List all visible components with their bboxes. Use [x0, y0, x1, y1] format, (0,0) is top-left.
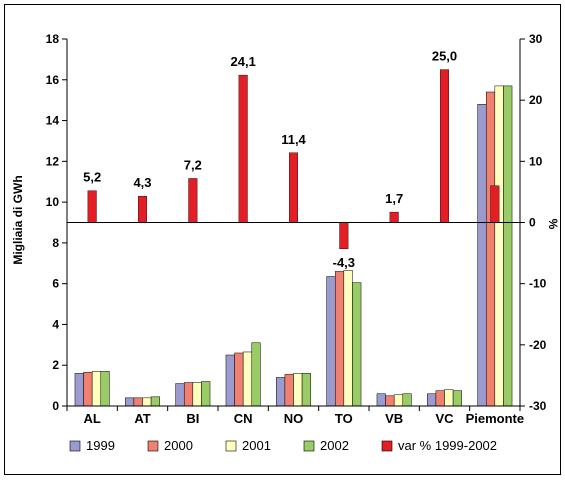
bar-1999-BI: [175, 383, 185, 407]
bar-2002-NO: [301, 373, 311, 407]
x-tick-label-TO: TO: [335, 411, 353, 426]
y-tick-label: 8: [52, 236, 59, 250]
legend: 1999 2000 2001 2002 var % 1999-2002: [69, 438, 497, 453]
legend-label-3: 2001: [242, 438, 271, 453]
bar-2000-CN: [234, 352, 244, 407]
legend-swatch-1: [69, 440, 81, 452]
data-label-CN: 24,1: [231, 54, 256, 69]
bar-var-BI: [188, 178, 198, 223]
y-tick-label: 6: [52, 277, 59, 291]
chart-frame: 0 2 4 6 8 10 12 14 16 18 -30 -20 -10 0 10 20 30 AL AT BI CN N…: [4, 4, 561, 475]
legend-label-1: 1999: [86, 438, 115, 453]
x-tick-label-AL: AL: [83, 411, 100, 426]
bar-2002-Piemonte: [503, 85, 513, 407]
axes-layer: 0 2 4 6 8 10 12 14 16 18 -30 -20 -10 0 10 20 30 AL AT BI CN N…: [46, 32, 547, 426]
y2-tick-label: -10: [529, 277, 547, 291]
bar-var-AT: [137, 195, 147, 223]
bar-1999-TO: [326, 276, 336, 407]
bar-2002-VC: [452, 390, 462, 407]
bar-2001-VB: [393, 394, 404, 407]
y2-tick-label: -30: [529, 399, 547, 413]
y2-tick-label: 10: [529, 154, 543, 168]
bar-var-Piemonte: [490, 185, 500, 223]
bar-2002-AT: [150, 396, 160, 407]
data-label-TO: -4,3: [333, 255, 355, 270]
y-tick-label: 16: [46, 73, 60, 87]
data-label-VC: 25,0: [432, 49, 457, 64]
legend-swatch-2: [147, 440, 159, 452]
y2-tick-label: -20: [529, 338, 547, 352]
x-tick-label-NO: NO: [284, 411, 304, 426]
y-tick-label: 10: [46, 195, 60, 209]
legend-label-4: 2002: [320, 438, 349, 453]
bar-2002-AL: [100, 371, 110, 407]
bar-2001-AL: [91, 371, 102, 407]
bar-2001-NO: [293, 373, 303, 407]
data-label-AT: 4,3: [133, 175, 151, 190]
bar-var-VC: [440, 69, 450, 223]
y-axis-title: Migliaia di GWh: [11, 175, 25, 264]
bar-var-CN: [238, 74, 248, 223]
legend-label-5: var % 1999-2002: [398, 438, 497, 453]
bar-2000-VC: [435, 390, 445, 407]
x-tick-label-CN: CN: [234, 411, 253, 426]
bar-1999-VB: [376, 393, 386, 407]
bar-2002-BI: [201, 381, 211, 407]
bar-2000-TO: [334, 271, 345, 407]
legend-label-2: 2000: [164, 438, 193, 453]
bar-1999-NO: [276, 377, 286, 407]
y2-tick-label: 0: [529, 216, 536, 230]
data-label-NO: 11,4: [281, 132, 306, 147]
bar-1999-Piemonte: [477, 103, 487, 407]
x-tick-label-Piemonte: Piemonte: [466, 411, 525, 426]
data-label-AL: 5,2: [83, 170, 101, 185]
y-tick-label: 12: [46, 154, 60, 168]
bar-2000-Piemonte: [485, 91, 496, 407]
y-tick-label: 4: [52, 317, 59, 331]
bar-2000-AL: [83, 372, 93, 407]
x-tick-label-AT: AT: [134, 411, 150, 426]
y-tick-label: 0: [52, 399, 59, 413]
bar-2001-BI: [192, 382, 202, 407]
y2-tick-label: 20: [529, 93, 543, 107]
x-tick-label-VB: VB: [385, 411, 403, 426]
bar-var-AL: [87, 190, 97, 223]
bar-var-VB: [389, 211, 399, 223]
bars-layer: [74, 69, 513, 407]
bar-2001-TO: [343, 270, 353, 407]
y-tick-label: 14: [46, 114, 60, 128]
legend-swatch-4: [303, 440, 315, 452]
chart-svg: 0 2 4 6 8 10 12 14 16 18 -30 -20 -10 0 10 20 30 AL AT BI CN N…: [4, 4, 561, 475]
bar-2000-VB: [385, 395, 395, 407]
bar-1999-CN: [225, 354, 235, 407]
data-label-BI: 7,2: [184, 157, 202, 172]
bar-2001-Piemonte: [494, 85, 504, 407]
data-label-VB: 1,7: [385, 191, 403, 206]
bar-var-TO: [339, 222, 349, 250]
y2-axis-title: %: [546, 219, 560, 230]
y2-tick-label: 30: [529, 32, 543, 46]
bar-var-NO: [289, 152, 299, 223]
labels-layer: 5,2 4,3 7,2 24,1 11,4 -4,3 1,7 25,0: [83, 49, 457, 270]
bar-2000-AT: [133, 397, 143, 407]
y-tick-label: 18: [46, 32, 60, 46]
bar-2001-CN: [242, 351, 253, 407]
bar-2001-AT: [142, 397, 152, 407]
bar-1999-AL: [74, 373, 84, 407]
bar-2002-VB: [402, 393, 412, 407]
y-tick-label: 2: [52, 358, 59, 372]
bar-2000-NO: [284, 374, 294, 407]
x-tick-label-VC: VC: [435, 411, 454, 426]
bar-1999-AT: [125, 397, 135, 407]
bar-2002-CN: [251, 342, 261, 407]
bar-2001-VC: [444, 389, 454, 407]
bar-1999-VC: [427, 393, 437, 407]
bar-2000-BI: [183, 382, 194, 407]
legend-swatch-3: [225, 440, 237, 452]
bar-2002-TO: [352, 282, 362, 407]
legend-swatch-5: [381, 440, 393, 452]
x-tick-label-BI: BI: [186, 411, 199, 426]
